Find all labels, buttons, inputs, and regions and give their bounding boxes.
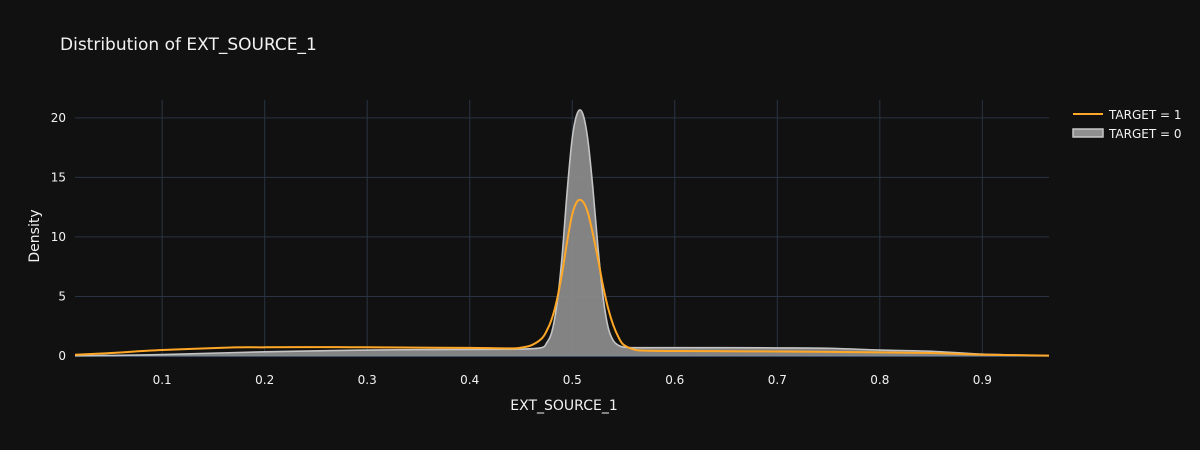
x-tick-label: 0.7 — [768, 373, 787, 387]
y-tick-label: 5 — [58, 289, 66, 303]
x-tick-label: 0.4 — [460, 373, 479, 387]
y-tick-label: 15 — [51, 170, 66, 184]
chart-title: Distribution of EXT_SOURCE_1 — [60, 35, 317, 55]
x-tick-label: 0.9 — [973, 373, 992, 387]
x-tick-label: 0.5 — [563, 373, 582, 387]
x-tick-label: 0.6 — [665, 373, 684, 387]
x-tick-label: 0.3 — [358, 373, 377, 387]
y-axis-title: Density — [27, 209, 43, 262]
y-tick-label: 0 — [58, 349, 66, 363]
x-tick-label: 0.1 — [153, 373, 172, 387]
y-tick-label: 10 — [51, 230, 66, 244]
y-tick-label: 20 — [51, 111, 66, 125]
legend-swatch-target-0 — [1073, 129, 1103, 137]
x-axis-title: EXT_SOURCE_1 — [510, 398, 617, 414]
legend-label-target-0: TARGET = 0 — [1108, 127, 1181, 141]
x-tick-label: 0.2 — [255, 373, 274, 387]
x-tick-label: 0.8 — [870, 373, 889, 387]
legend-label-target-1: TARGET = 1 — [1108, 108, 1181, 122]
